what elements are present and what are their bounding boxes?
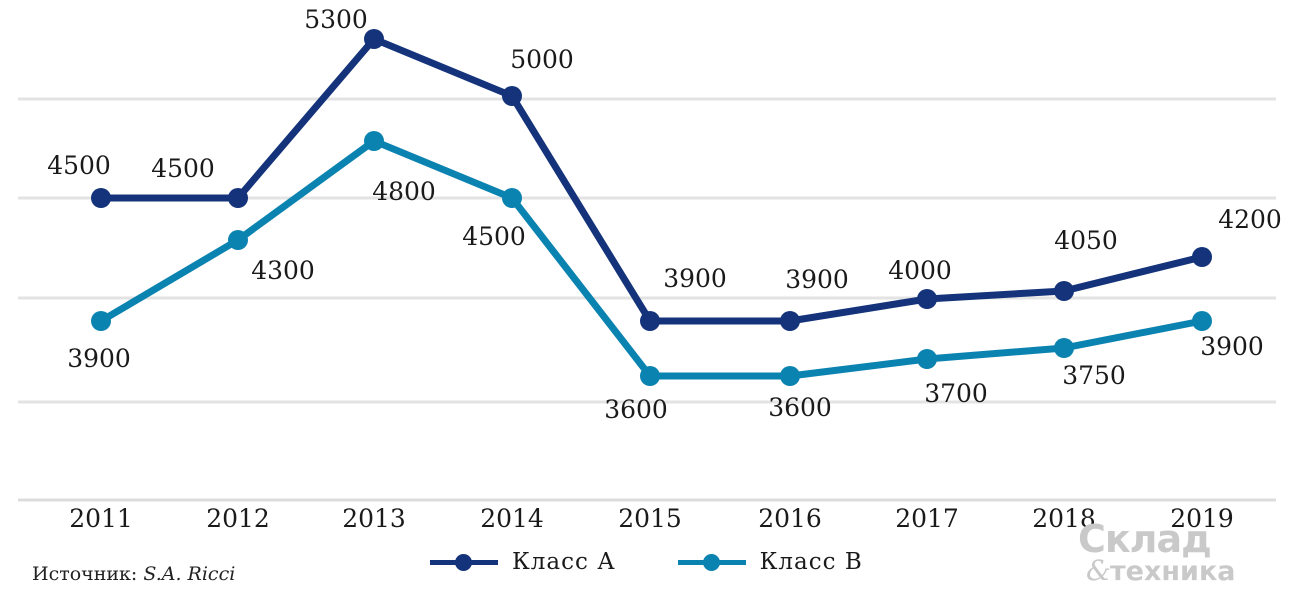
data-labels: 4500 4500 5300 5000 3900 3900 4000 4050 4200 3900… [47, 5, 1282, 424]
source-prefix: Источник: [32, 563, 144, 585]
x-tick-2018: 2018 [1032, 504, 1096, 533]
point-a-2014 [502, 86, 522, 106]
point-b-2013 [364, 131, 384, 151]
point-a-2012 [228, 188, 248, 208]
publisher-logo: Склад & техника [1078, 517, 1236, 587]
legend-label-class-a: Класс А [512, 549, 616, 575]
data-label-a-2015: 3900 [663, 264, 727, 293]
data-label-b-2017: 3700 [924, 379, 988, 408]
point-a-2016 [780, 311, 800, 331]
x-axis-ticks: 2011 2012 2013 2014 2015 2016 2017 2018 2019 [69, 504, 1234, 533]
data-label-b-2013: 4800 [372, 177, 436, 206]
point-a-2015 [640, 311, 660, 331]
data-label-a-2018: 4050 [1054, 226, 1118, 255]
x-tick-2012: 2012 [206, 504, 270, 533]
series-lines [91, 29, 1212, 386]
point-a-2019 [1192, 247, 1212, 267]
data-label-a-2014: 5000 [510, 45, 574, 74]
data-label-b-2016: 3600 [768, 393, 832, 422]
point-b-2017 [917, 349, 937, 369]
point-b-2019 [1192, 311, 1212, 331]
x-tick-2017: 2017 [895, 504, 959, 533]
data-label-b-2019: 3900 [1200, 332, 1264, 361]
point-b-2012 [228, 230, 248, 250]
point-b-2015 [640, 366, 660, 386]
data-label-a-2017: 4000 [888, 256, 952, 285]
data-label-a-2012: 4500 [151, 154, 215, 183]
data-label-b-2015: 3600 [604, 395, 668, 424]
x-tick-2014: 2014 [480, 504, 544, 533]
data-label-a-2019: 4200 [1218, 205, 1282, 234]
point-b-2016 [780, 366, 800, 386]
point-a-2011 [91, 188, 111, 208]
legend-marker-class-b [677, 553, 746, 571]
data-label-b-2018: 3750 [1062, 361, 1126, 390]
data-label-a-2011: 4500 [47, 151, 111, 180]
x-tick-2011: 2011 [69, 504, 133, 533]
point-a-2018 [1054, 281, 1074, 301]
x-tick-2013: 2013 [342, 504, 406, 533]
source-author: S.A. Ricci [143, 563, 236, 585]
data-label-a-2016: 3900 [785, 265, 849, 294]
legend-item-class-b: Класс В [677, 549, 863, 575]
point-a-2013 [364, 29, 384, 49]
x-tick-2019: 2019 [1170, 504, 1234, 533]
data-label-b-2011: 3900 [67, 344, 131, 373]
legend: Класс А Класс В [430, 544, 925, 580]
legend-item-class-a: Класс А [430, 549, 616, 575]
source-note: Источник: S.A. Ricci [32, 563, 235, 585]
data-label-a-2013: 5300 [304, 5, 368, 34]
data-label-b-2014: 4500 [462, 222, 526, 251]
legend-marker-class-a [430, 553, 498, 571]
legend-label-class-b: Класс В [759, 549, 863, 575]
point-b-2014 [502, 188, 522, 208]
data-label-b-2012: 4300 [251, 256, 315, 285]
x-tick-2016: 2016 [758, 504, 822, 533]
point-b-2018 [1054, 338, 1074, 358]
point-a-2017 [917, 289, 937, 309]
x-tick-2015: 2015 [618, 504, 682, 533]
point-b-2011 [91, 311, 111, 331]
